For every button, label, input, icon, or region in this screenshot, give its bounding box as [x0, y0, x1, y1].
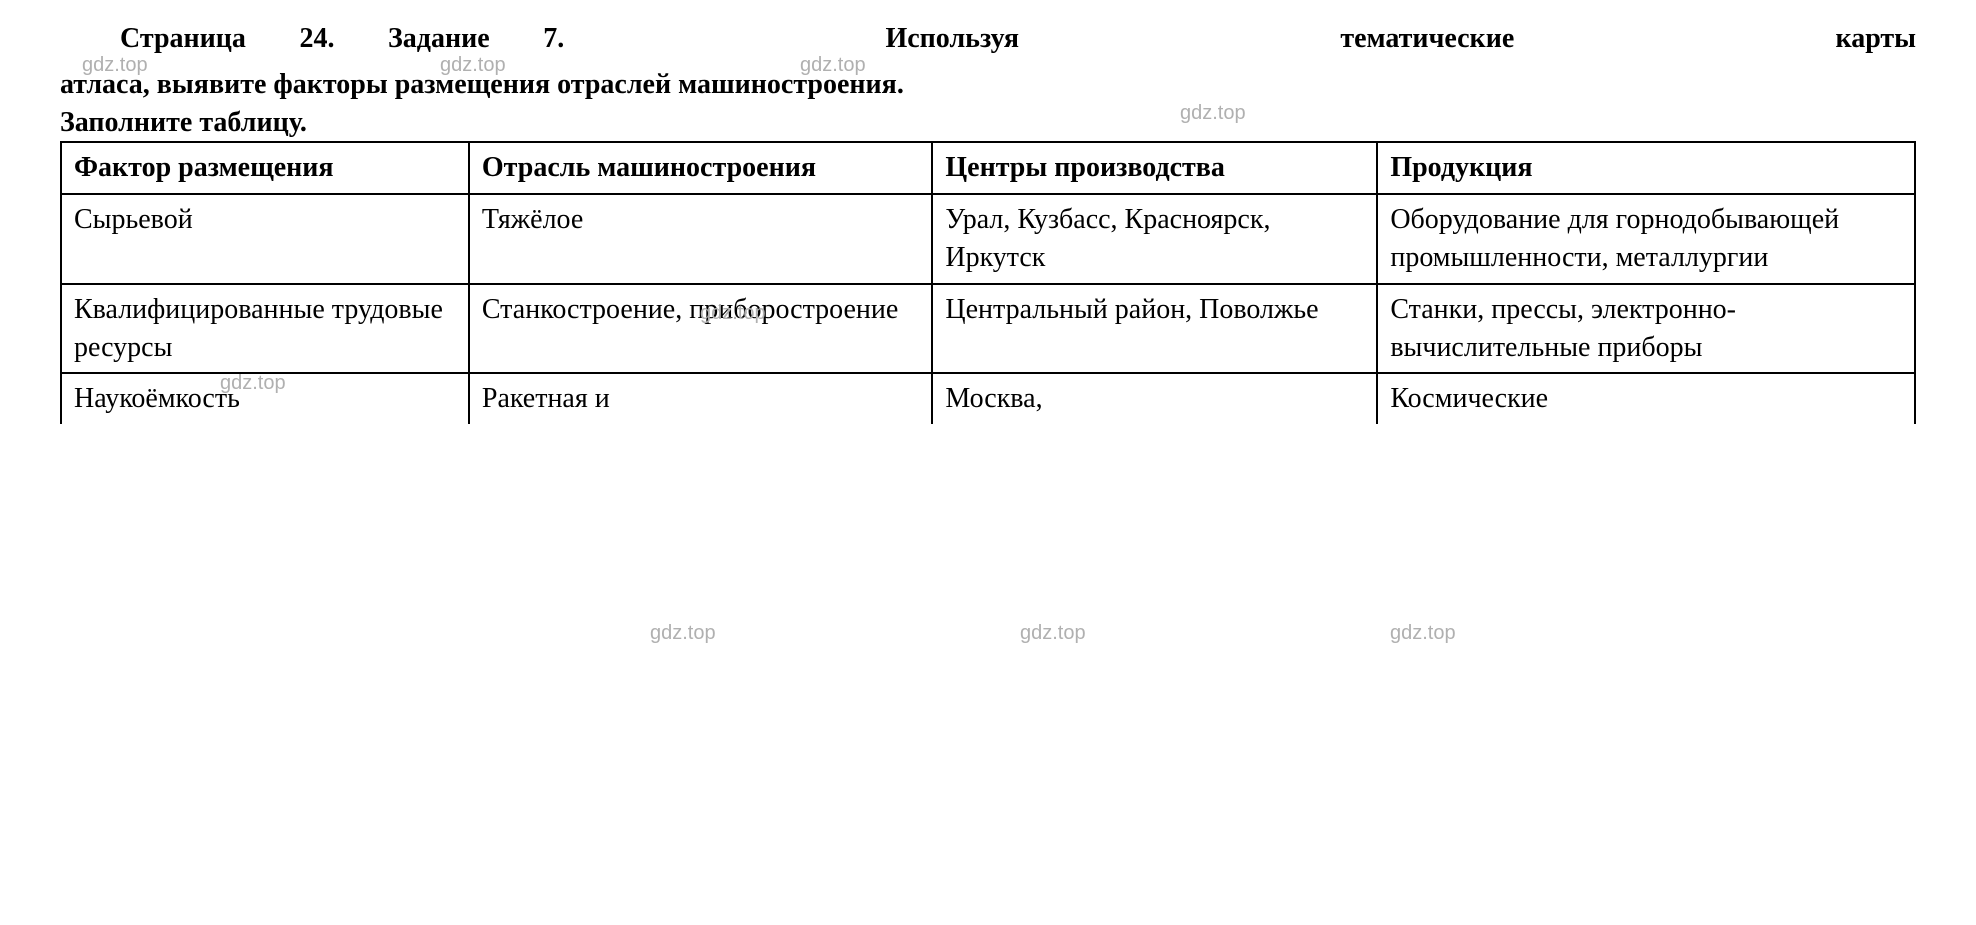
cell-industry: Станкостроение, приборостроение [469, 284, 933, 374]
cell-industry: Тяжёлое [469, 194, 933, 284]
cell-products: Космические [1377, 373, 1915, 424]
watermark: gdz.top [650, 620, 716, 647]
watermark: gdz.top [1390, 620, 1456, 647]
heading-line-3: Заполните таблицу. [60, 104, 1916, 142]
cell-centers: Центральный район, Поволжье [932, 284, 1377, 374]
factors-table: Фактор размещения Отрасль машиностроения… [60, 141, 1916, 424]
task-label: Задание 7. [388, 23, 564, 54]
heading-line-1: Страница 24. Задание 7. Используя темати… [60, 20, 1916, 58]
table-row: Квалифицированные трудовые ресурсы Станк… [61, 284, 1915, 374]
content-wrapper: gdz.top gdz.top gdz.top gdz.top gdz.top … [60, 20, 1916, 424]
header-centers: Центры производства [932, 142, 1377, 194]
cell-factor: Сырьевой [61, 194, 469, 284]
header-products: Продукция [1377, 142, 1915, 194]
task-heading: Страница 24. Задание 7. Используя темати… [60, 20, 1916, 141]
cell-centers: Москва, [932, 373, 1377, 424]
header-factor: Фактор размещения [61, 142, 469, 194]
cell-factor: Наукоёмкость [61, 373, 469, 424]
task-text: тематические [1340, 23, 1514, 54]
header-industry: Отрасль машиностроения [469, 142, 933, 194]
task-text: Используя [885, 23, 1019, 54]
cell-products: Оборудование для горнодобывающей промышл… [1377, 194, 1915, 284]
watermark: gdz.top [1020, 620, 1086, 647]
page-label: Страница 24. [120, 23, 334, 54]
cell-industry: Ракетная и [469, 373, 933, 424]
heading-line-2: атласа, выявите факторы размещения отрас… [60, 66, 1916, 104]
table-header-row: Фактор размещения Отрасль машиностроения… [61, 142, 1915, 194]
cell-factor: Квалифицированные трудовые ресурсы [61, 284, 469, 374]
cell-centers: Урал, Кузбасс, Красноярск, Иркутск [932, 194, 1377, 284]
table-row: Сырьевой Тяжёлое Урал, Кузбасс, Краснояр… [61, 194, 1915, 284]
task-text: карты [1836, 23, 1917, 54]
cell-products: Станки, прессы, электронно-вычислительны… [1377, 284, 1915, 374]
table-row: Наукоёмкость Ракетная и Москва, Космичес… [61, 373, 1915, 424]
